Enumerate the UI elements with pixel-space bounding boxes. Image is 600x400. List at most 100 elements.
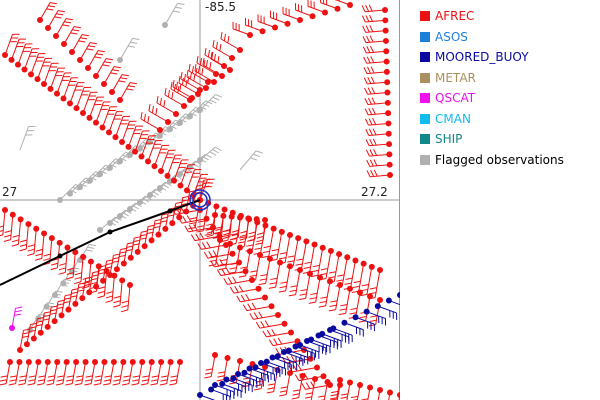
afrec-barb [27, 225, 40, 257]
moored-buoy-barb [235, 371, 258, 388]
afrec-barb [334, 0, 353, 8]
afrec-barb [184, 169, 202, 194]
legend: AFREC ASOS MOORED_BUOY METAR QSCAT CMAN … [420, 6, 598, 170]
afrec-barb [318, 278, 333, 308]
afrec-barb [113, 277, 126, 308]
afrec-barb [365, 118, 392, 127]
afrec-barb [148, 218, 162, 244]
afrec-barb [0, 359, 13, 386]
legend-item-moored-buoy[interactable]: MOORED_BUOY [420, 47, 598, 68]
afrec-barb [364, 107, 392, 117]
afrec-barb [216, 355, 231, 382]
afrec-barb [278, 263, 293, 293]
afrec-barb [288, 267, 303, 297]
flagged-barb [197, 146, 222, 163]
afrec-barb [307, 0, 328, 16]
afrec-barb [308, 274, 323, 304]
afrec-barb [338, 285, 353, 316]
afrec-barb [15, 43, 33, 68]
afrec-barb [223, 276, 255, 285]
afrec-barb [364, 87, 391, 96]
afrec-barb [36, 359, 51, 386]
afrec-barb [186, 70, 209, 91]
afrec-barb [0, 207, 8, 237]
afrec-barb [134, 230, 149, 255]
legend-label: CMAN [435, 111, 471, 126]
legend-item-asos[interactable]: ASOS [420, 27, 598, 48]
legend-label: AFREC [435, 9, 475, 24]
afrec-barb [320, 0, 341, 12]
legend-item-afrec[interactable]: AFREC [420, 6, 598, 27]
legend-swatch [420, 31, 430, 42]
afrec-barb [117, 82, 137, 103]
afrec-barb [127, 236, 142, 261]
afrec-barb [171, 159, 189, 184]
legend-item-qscat[interactable]: QSCAT [420, 88, 598, 109]
afrec-barb [188, 64, 211, 85]
afrec-barb [223, 213, 235, 239]
afrec-barb [203, 250, 236, 259]
afrec-barb [8, 359, 23, 386]
afrec-barb [177, 215, 210, 224]
moored-buoy-observations-layer [197, 292, 400, 400]
afrec-barb [120, 241, 135, 267]
afrec-barb [77, 42, 97, 63]
afrec-barb [35, 230, 48, 261]
afrec-barb [119, 120, 137, 145]
afrec-barb [28, 53, 46, 78]
afrec-barb [310, 244, 326, 278]
afrec-barb [282, 6, 303, 23]
afrec-barb [228, 244, 243, 274]
afrec-barb [150, 359, 165, 386]
qscat-barb [9, 306, 23, 331]
legend-item-metar[interactable]: METAR [420, 68, 598, 89]
afrec-barb [105, 272, 118, 303]
afrec-barb [164, 154, 183, 179]
observation-map[interactable] [0, 0, 400, 400]
afrec-barb [158, 149, 176, 174]
afrec-barb [304, 376, 318, 400]
afrec-barb [291, 373, 306, 400]
afrec-barb [248, 216, 260, 242]
afrec-barb [93, 359, 108, 386]
afrec-barb [85, 50, 105, 71]
afrec-barb [216, 267, 249, 277]
afrec-barb [294, 3, 316, 20]
moored-buoy-barb [212, 382, 235, 399]
afrec-barb [93, 265, 107, 290]
moored-buoy-barb [230, 375, 253, 393]
moored-buoy-barb [285, 347, 309, 365]
legend-swatch [420, 72, 430, 83]
flagged-observations-layer [19, 2, 263, 333]
afrec-barb [255, 320, 288, 329]
legend-swatch [420, 113, 430, 124]
afrec-barb [47, 67, 66, 92]
moored-buoy-barb [304, 338, 327, 355]
legend-item-ship[interactable]: SHIP [420, 129, 598, 150]
afrec-barb [93, 101, 111, 126]
afrec-barb [148, 104, 171, 125]
afrec-barb [261, 225, 277, 259]
afrec-barb [93, 58, 113, 79]
afrec-barb [156, 96, 179, 117]
afrec-barb [74, 253, 87, 285]
storm-center-marker[interactable] [192, 192, 208, 208]
afrec-barb [169, 359, 183, 386]
storm-track-line [0, 199, 201, 286]
afrec-barb [121, 359, 136, 386]
afrec-barb [151, 144, 170, 170]
afrec-barb [66, 249, 79, 280]
legend-swatch [420, 93, 430, 104]
afrec-barb [21, 48, 40, 73]
track-point [167, 208, 173, 214]
moored-buoy-barb [197, 392, 216, 400]
afrec-barb [73, 86, 92, 112]
afrec-barb [387, 389, 393, 400]
afrec-barb [61, 26, 81, 47]
legend-item-cman[interactable]: CMAN [420, 109, 598, 130]
flagged-barb [167, 113, 193, 133]
afrec-barb [55, 359, 70, 386]
legend-item-flagged[interactable]: Flagged observations [420, 150, 598, 171]
afrec-barb [177, 164, 196, 189]
